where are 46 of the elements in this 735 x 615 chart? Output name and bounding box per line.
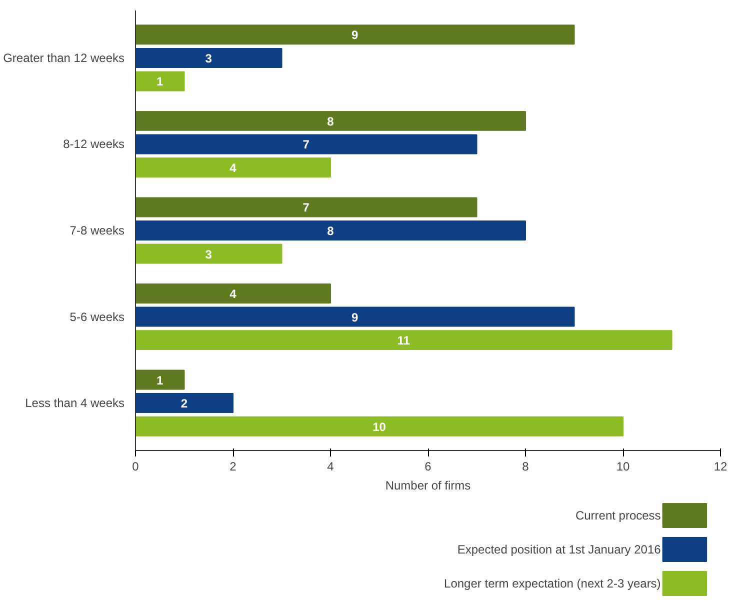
x-tick-label: 10 <box>616 460 630 474</box>
x-axis-title: Number of firms <box>385 478 471 492</box>
data-label: 1 <box>156 74 164 89</box>
x-tick-label: 12 <box>714 460 728 474</box>
bar <box>136 110 526 131</box>
bar <box>136 416 624 436</box>
x-tick-label: 6 <box>424 460 432 474</box>
data-label: 9 <box>352 28 359 42</box>
bar <box>136 244 282 264</box>
x-tick-label: 0 <box>132 460 140 474</box>
bar <box>136 330 672 350</box>
legend-label: Expected position at 1st January 2016 <box>457 542 662 556</box>
data-label: 7 <box>302 200 310 215</box>
y-tick-label: 8-12 weeks <box>63 137 125 152</box>
data-label: 7 <box>302 138 310 152</box>
y-tick-label: Less than 4 weeks <box>25 396 125 410</box>
bar <box>136 134 478 154</box>
y-tick-label: 7-8 weeks <box>70 224 125 238</box>
bar <box>136 197 478 218</box>
y-tick-label: 5-6 weeks <box>70 310 125 324</box>
bar <box>136 24 575 45</box>
bar <box>136 48 282 68</box>
x-tick-label: 8 <box>522 460 530 474</box>
data-label: 8 <box>327 224 334 238</box>
x-tick-label: 2 <box>230 460 237 474</box>
data-label: 1 <box>156 373 164 388</box>
y-tick-label: Greater than 12 weeks <box>3 50 125 65</box>
data-label: 11 <box>397 334 410 348</box>
data-label: 10 <box>372 420 386 434</box>
bar <box>136 158 331 178</box>
data-label: 2 <box>180 396 188 411</box>
bar <box>136 71 185 92</box>
legend-label: Current process <box>575 508 661 522</box>
legend-label: Longer term expectation (next 2-3 years) <box>444 576 661 590</box>
bar <box>136 393 234 414</box>
data-label: 4 <box>230 286 237 301</box>
data-label: 8 <box>327 114 334 128</box>
data-label: 3 <box>205 247 212 262</box>
data-label: 4 <box>230 161 237 176</box>
x-tick-label: 4 <box>327 460 334 474</box>
data-label: 3 <box>205 51 212 66</box>
bar <box>136 220 526 240</box>
bar <box>136 370 185 390</box>
bar <box>136 306 575 327</box>
bar <box>136 283 331 304</box>
data-label: 9 <box>352 310 359 324</box>
